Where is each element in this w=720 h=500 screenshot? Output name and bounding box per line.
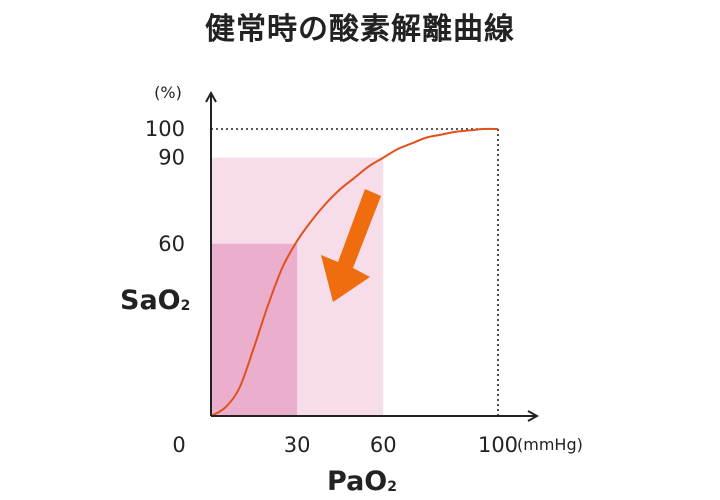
y-unit-label: (%): [154, 83, 182, 102]
x-axis-title: PaO2: [327, 466, 397, 497]
x-tick-label-100: 100: [478, 433, 518, 457]
x-unit-label: (mmHg): [517, 435, 583, 454]
shaded-region-1: [211, 243, 298, 416]
x-axis-title-main: PaO: [327, 466, 387, 497]
x-tick-label-30: 30: [284, 433, 311, 457]
x-tick-label-0: 0: [172, 433, 185, 457]
y-axis-title-main: SaO: [120, 285, 181, 316]
chart-title: 健常時の酸素解離曲線: [205, 12, 515, 47]
x-axis-title-subscript: 2: [387, 479, 397, 495]
down-arrow-annotation: [321, 189, 381, 302]
y-axis-title-subscript: 2: [181, 298, 191, 314]
y-tick-label-90: 90: [158, 146, 185, 170]
y-tick-label-60: 60: [158, 232, 185, 256]
x-tick-label-60: 60: [370, 433, 397, 457]
y-axis-title: SaO2: [120, 285, 190, 316]
dissociation-curve-line: [210, 127, 499, 417]
y-tick-label-100: 100: [145, 117, 185, 141]
